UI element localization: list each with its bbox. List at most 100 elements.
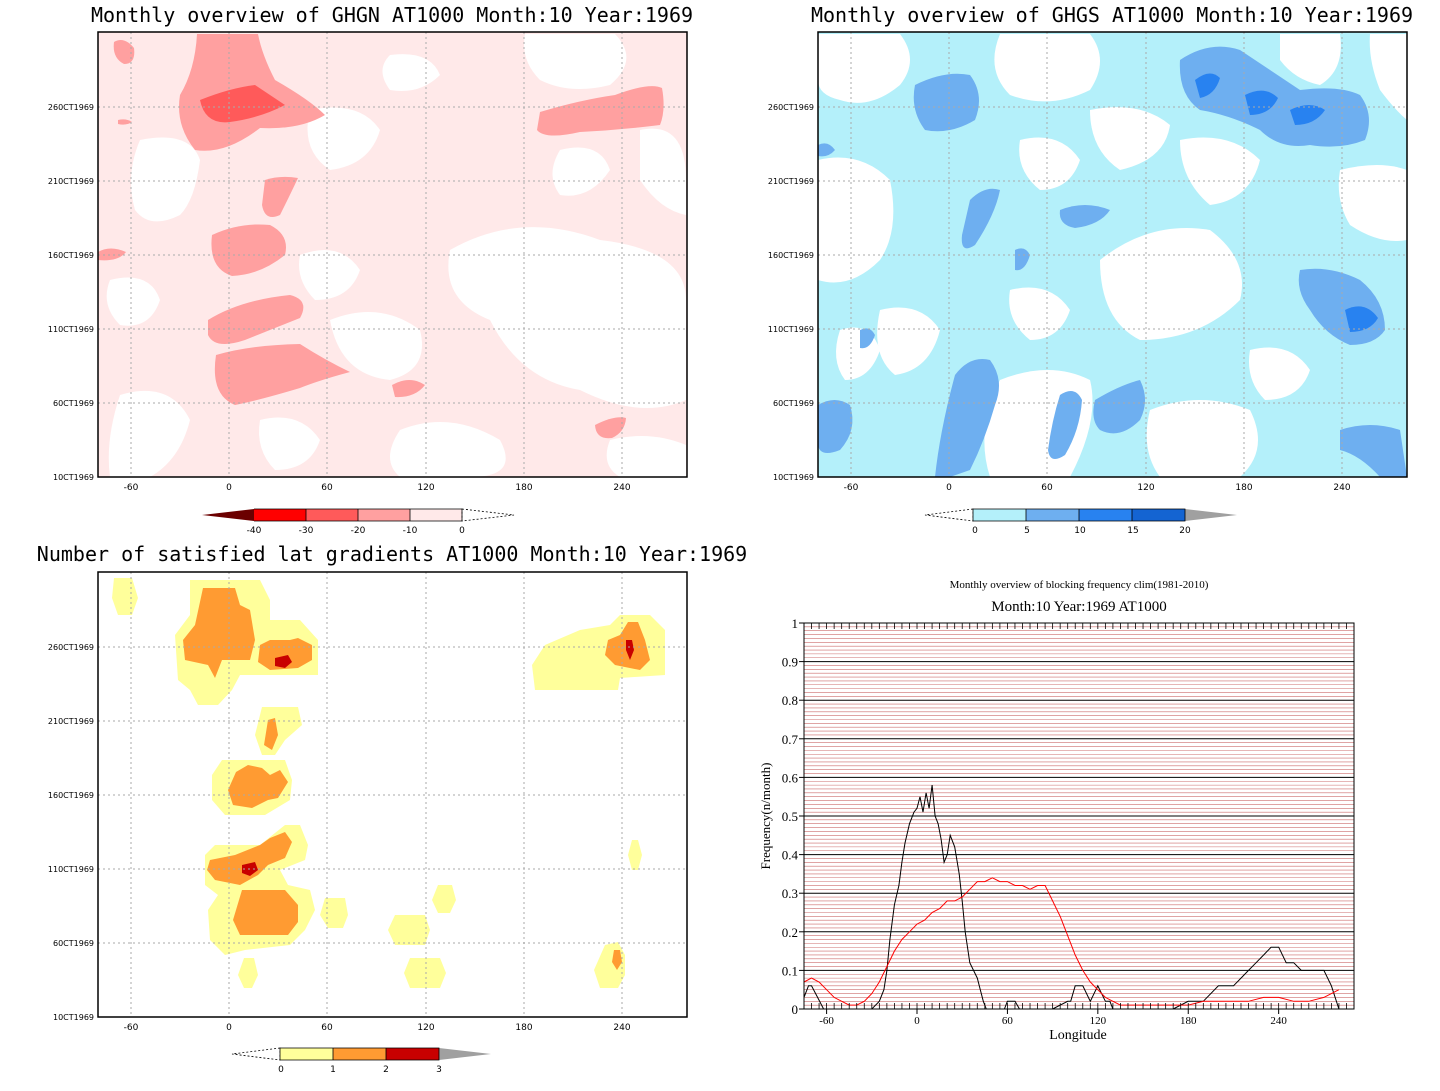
ghgs-grid bbox=[818, 32, 1407, 477]
grad-xtick: 60 bbox=[321, 1023, 333, 1033]
ghgs-colorbar-label: 5 bbox=[1024, 526, 1030, 536]
ghgn-colorbar-label: -30 bbox=[299, 526, 314, 536]
ghgn-xtick: 180 bbox=[515, 483, 532, 493]
freq-title: Monthly overview of blocking frequency c… bbox=[950, 579, 1209, 591]
freq-ytick-label: 1 bbox=[792, 616, 799, 631]
ghgs-xtick: 0 bbox=[946, 483, 952, 493]
ghgn-xtick: 60 bbox=[321, 483, 333, 493]
ghgs-colorbar-label: 10 bbox=[1074, 526, 1086, 536]
freq-subtitle: Month:10 Year:1969 AT1000 bbox=[991, 599, 1166, 615]
grad-x-ticks: -60 0 60 120 180 240 bbox=[124, 1023, 631, 1033]
freq-series-line-1 bbox=[804, 877, 1340, 1006]
freq-ytick-label: 0.8 bbox=[782, 693, 798, 708]
ghgn-colorbar-label: 0 bbox=[459, 526, 465, 536]
freq-xtick-label: 120 bbox=[1090, 1015, 1107, 1027]
grad-colorbar-swatch bbox=[386, 1048, 439, 1060]
freq-ytick-label: 0.9 bbox=[782, 655, 798, 670]
grad-ytick: 60CT1969 bbox=[53, 939, 94, 948]
ghgn-ytick: 60CT1969 bbox=[53, 399, 94, 408]
freq-panel: Monthly overview of blocking frequency c… bbox=[758, 579, 1355, 1043]
freq-ticks: 0 0.1 0.2 0.3 0.4 0.5 0.6 0.7 0.8 0.9 1 -60 0 60 120 18… bbox=[782, 616, 1355, 1027]
grad-ytick: 10CT1969 bbox=[53, 1013, 94, 1022]
grad-colorbar-swatch bbox=[231, 1047, 281, 1061]
ghgn-x-ticks: -60 0 60 120 180 240 bbox=[124, 483, 631, 493]
grad-colorbar-label: 1 bbox=[330, 1065, 336, 1075]
grad-xtick: 240 bbox=[613, 1023, 630, 1033]
grad-title: Number of satisfied lat gradients AT1000… bbox=[37, 542, 747, 566]
ghgs-panel: Monthly overview of GHGS AT1000 Month:10… bbox=[768, 3, 1413, 536]
ghgs-colorbar-label: 15 bbox=[1127, 526, 1138, 536]
ghgn-colorbar-label: -10 bbox=[403, 526, 418, 536]
ghgs-colorbar-swatch bbox=[1132, 509, 1185, 521]
ghgn-title: Monthly overview of GHGN AT1000 Month:10… bbox=[91, 3, 693, 27]
ghgn-ytick: 10CT1969 bbox=[53, 473, 94, 482]
freq-ytick-label: 0.7 bbox=[782, 732, 799, 747]
grad-plot-frame bbox=[97, 571, 688, 1018]
freq-xtick-label: 240 bbox=[1270, 1015, 1287, 1027]
ghgs-xtick: 180 bbox=[1235, 483, 1252, 493]
grad-ytick: 210CT1969 bbox=[48, 717, 94, 726]
ghgn-colorbar-label: -20 bbox=[351, 526, 366, 536]
ghgs-colorbar-swatch bbox=[1185, 509, 1237, 521]
ghgn-colorbar: -40 -30 -20 -10 0 bbox=[202, 508, 515, 536]
ghgs-title: Monthly overview of GHGS AT1000 Month:10… bbox=[811, 3, 1413, 27]
freq-ytick-label: 0.3 bbox=[782, 886, 798, 901]
ghgs-ytick: 260CT1969 bbox=[768, 103, 814, 112]
ghgs-y-ticks: 10CT1969 60CT1969 110CT1969 160CT1969 21… bbox=[768, 103, 814, 482]
freq-ytick-label: 0 bbox=[792, 1002, 799, 1017]
grad-ytick: 110CT1969 bbox=[48, 865, 94, 874]
grad-colorbar-label: 2 bbox=[383, 1065, 389, 1075]
ghgn-y-ticks: 10CT1969 60CT1969 110CT1969 160CT1969 21… bbox=[48, 103, 94, 482]
ghgs-xtick: 60 bbox=[1041, 483, 1053, 493]
grad-ytick: 260CT1969 bbox=[48, 643, 94, 652]
ghgs-colorbar-swatch bbox=[1079, 509, 1132, 521]
freq-ytick-label: 0.2 bbox=[782, 925, 798, 940]
ghgs-colorbar-label: 0 bbox=[972, 526, 978, 536]
ghgn-plot-frame bbox=[97, 31, 688, 478]
freq-ytick-label: 0.4 bbox=[782, 848, 799, 863]
ghgs-colorbar-swatch bbox=[924, 508, 974, 522]
ghgs-xtick: -60 bbox=[844, 483, 859, 493]
ghgs-colorbar-swatch bbox=[973, 509, 1026, 521]
freq-series-group bbox=[804, 785, 1340, 1009]
grad-xtick: 120 bbox=[417, 1023, 434, 1033]
grad-colorbar-swatch bbox=[333, 1048, 386, 1060]
ghgn-ytick: 160CT1969 bbox=[48, 251, 94, 260]
freq-xtick-label: 0 bbox=[914, 1015, 920, 1027]
freq-ytick-label: 0.1 bbox=[782, 963, 798, 978]
ghgn-xtick: 120 bbox=[417, 483, 434, 493]
ghgs-ytick: 110CT1969 bbox=[768, 325, 814, 334]
freq-series-line-0 bbox=[804, 785, 1340, 1009]
ghgs-x-ticks: -60 0 60 120 180 240 bbox=[844, 483, 1351, 493]
grad-colorbar: 0 1 2 3 bbox=[231, 1047, 491, 1075]
ghgn-colorbar-swatch bbox=[358, 509, 410, 521]
ghgn-ytick: 260CT1969 bbox=[48, 103, 94, 112]
freq-xtick-label: -60 bbox=[819, 1015, 834, 1027]
ghgs-colorbar-label: 20 bbox=[1179, 526, 1191, 536]
freq-x-axis-label: Longitude bbox=[1049, 1028, 1107, 1043]
ghgn-ytick: 110CT1969 bbox=[48, 325, 94, 334]
freq-y-axis-label: Frequency(n/month) bbox=[758, 763, 773, 870]
grad-xtick: -60 bbox=[124, 1023, 139, 1033]
ghgs-xtick: 120 bbox=[1137, 483, 1154, 493]
ghgs-colorbar-swatch bbox=[1026, 509, 1079, 521]
ghgn-xtick: 240 bbox=[613, 483, 630, 493]
freq-xtick-label: 180 bbox=[1180, 1015, 1197, 1027]
ghgn-grid bbox=[98, 32, 687, 477]
ghgs-ytick: 160CT1969 bbox=[768, 251, 814, 260]
ghgs-ytick: 60CT1969 bbox=[773, 399, 814, 408]
grad-xtick: 180 bbox=[515, 1023, 532, 1033]
ghgn-colorbar-label: -40 bbox=[247, 526, 262, 536]
grad-ytick: 160CT1969 bbox=[48, 791, 94, 800]
freq-xtick-label: 60 bbox=[1002, 1015, 1014, 1027]
ghgn-xtick: -60 bbox=[124, 483, 139, 493]
grad-colorbar-label: 0 bbox=[278, 1065, 284, 1075]
ghgs-plot-frame bbox=[817, 31, 1408, 478]
ghgs-ytick: 210CT1969 bbox=[768, 177, 814, 186]
grad-colorbar-swatch bbox=[280, 1048, 333, 1060]
ghgn-colorbar-swatch bbox=[306, 509, 358, 521]
grad-y-ticks: 10CT1969 60CT1969 110CT1969 160CT1969 21… bbox=[48, 643, 94, 1022]
grad-grid bbox=[98, 572, 687, 1017]
ghgn-colorbar-swatch bbox=[202, 509, 254, 521]
